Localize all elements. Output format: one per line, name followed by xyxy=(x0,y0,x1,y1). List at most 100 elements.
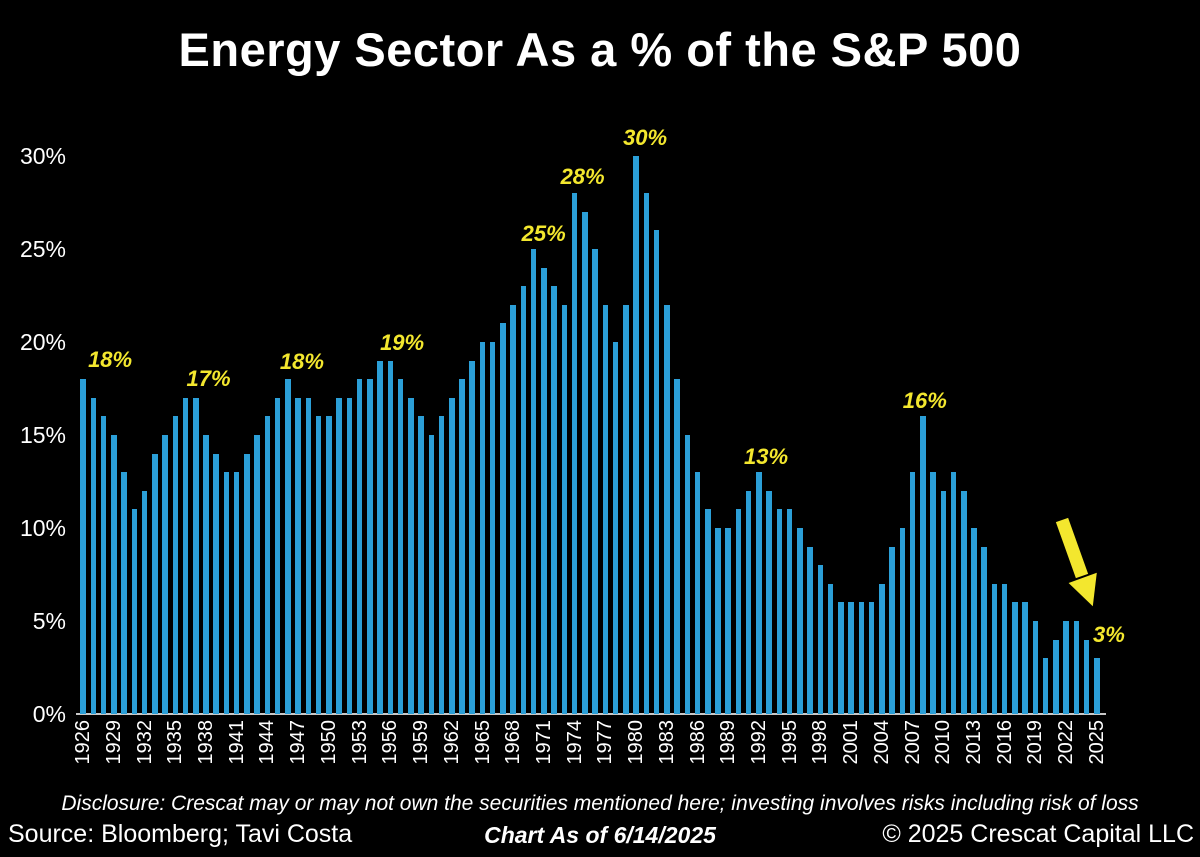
x-axis-label-1965: 1965 xyxy=(471,720,494,765)
bar-1940 xyxy=(223,472,230,714)
bar-2012 xyxy=(961,490,967,714)
bar-1999 xyxy=(827,583,834,714)
x-axis-label-1998: 1998 xyxy=(809,720,832,765)
x-axis-label-1944: 1944 xyxy=(256,720,279,765)
bar-1934 xyxy=(162,435,168,714)
y-axis-label-0: 0% xyxy=(32,701,66,727)
x-axis-label-1983: 1983 xyxy=(655,720,678,765)
annotation-1980: 30% xyxy=(623,125,668,150)
bar-1986 xyxy=(694,472,701,714)
bar-1939 xyxy=(213,453,219,714)
bar-1966 xyxy=(489,342,496,714)
bar-2008 xyxy=(920,416,926,714)
bar-1948 xyxy=(305,397,312,714)
bar-1965 xyxy=(479,342,486,714)
bar-1960 xyxy=(428,435,435,714)
x-axis-label-2007: 2007 xyxy=(901,720,924,765)
bar-2018 xyxy=(1022,602,1028,714)
bar-1992 xyxy=(756,472,762,714)
bar-1988 xyxy=(715,528,721,714)
bar-1929 xyxy=(111,435,117,714)
bar-1984 xyxy=(674,379,680,714)
y-axis-label-15: 15% xyxy=(19,422,66,448)
bar-1991 xyxy=(745,490,752,714)
x-axis-label-1950: 1950 xyxy=(317,720,340,765)
bar-1979 xyxy=(623,304,629,714)
x-axis-label-1992: 1992 xyxy=(748,720,770,765)
bar-2013 xyxy=(971,528,977,714)
annotation-2025: 3% xyxy=(1092,622,1125,648)
bar-1968 xyxy=(510,304,516,714)
x-axis-line xyxy=(76,713,1106,715)
bar-2010 xyxy=(940,490,947,714)
annotation-1970: 25% xyxy=(521,221,566,246)
bar-1989 xyxy=(725,528,731,714)
bar-1996 xyxy=(797,528,803,714)
x-axis-label-1974: 1974 xyxy=(563,720,586,765)
bar-2005 xyxy=(889,546,895,714)
bar-1963 xyxy=(459,379,465,714)
bar-1962 xyxy=(449,397,455,714)
bar-2019 xyxy=(1032,621,1039,714)
bar-2002 xyxy=(858,602,865,714)
as-of-text: Chart As of 6/14/2025 xyxy=(484,822,716,848)
footer-row: Source: Bloomberg; Tavi Costa Chart As o… xyxy=(0,820,1200,852)
bar-1980 xyxy=(633,156,639,714)
bar-2020 xyxy=(1042,658,1049,714)
x-axis-label-1953: 1953 xyxy=(348,720,371,765)
bar-1946 xyxy=(285,379,291,714)
bar-1983 xyxy=(664,304,670,714)
x-axis-label-1941: 1941 xyxy=(225,720,248,765)
bar-2014 xyxy=(981,546,987,714)
bar-1971 xyxy=(541,267,547,714)
bar-2024 xyxy=(1083,639,1090,714)
bar-1936 xyxy=(182,397,189,714)
annotation-1955: 19% xyxy=(380,329,425,355)
disclosure-text: Disclosure: Crescat may or may not own t… xyxy=(61,792,1139,815)
x-axis-label-2013: 2013 xyxy=(963,720,985,765)
bar-2022 xyxy=(1063,621,1069,714)
y-axis-label-20: 20% xyxy=(19,329,66,355)
bar-2000 xyxy=(838,602,844,714)
bar-2016 xyxy=(1001,583,1008,714)
bar-1952 xyxy=(346,397,353,714)
bar-1978 xyxy=(612,342,619,714)
bar-1955 xyxy=(377,360,383,714)
y-axis-label-25: 25% xyxy=(19,236,66,262)
bar-1954 xyxy=(367,379,373,714)
bar-1994 xyxy=(776,509,783,714)
bar-1935 xyxy=(172,416,179,714)
x-axis-label-1995: 1995 xyxy=(778,720,801,765)
x-axis-label-2016: 2016 xyxy=(993,720,1016,765)
bar-1975 xyxy=(582,211,588,714)
x-axis-label-1986: 1986 xyxy=(686,720,709,765)
x-axis-label-1962: 1962 xyxy=(440,720,463,765)
annotation-1974: 28% xyxy=(560,164,605,190)
bar-2011 xyxy=(950,472,957,714)
bar-2004 xyxy=(879,583,885,714)
x-axis-label-1980: 1980 xyxy=(625,720,648,765)
bar-1927 xyxy=(90,397,97,714)
bar-2017 xyxy=(1012,602,1018,714)
x-axis-label-2010: 2010 xyxy=(932,720,955,765)
annotation-1926: 18% xyxy=(88,347,133,373)
bar-1928 xyxy=(100,416,107,714)
down-arrow-icon xyxy=(1055,517,1097,607)
bar-1956 xyxy=(387,360,394,714)
bar-1982 xyxy=(653,230,660,714)
bar-1961 xyxy=(438,416,445,714)
bar-1985 xyxy=(684,435,691,714)
bar-1951 xyxy=(336,397,342,714)
bar-1995 xyxy=(786,509,793,714)
bar-1926 xyxy=(80,379,86,714)
bar-1990 xyxy=(735,509,742,714)
y-axis-label-5: 5% xyxy=(32,608,66,634)
annotation-1936: 17% xyxy=(186,365,231,391)
bar-1938 xyxy=(203,435,209,714)
x-axis-label-1932: 1932 xyxy=(133,720,156,765)
bar-1949 xyxy=(315,416,322,714)
x-axis-label-2004: 2004 xyxy=(870,720,893,765)
bar-1964 xyxy=(469,360,475,714)
